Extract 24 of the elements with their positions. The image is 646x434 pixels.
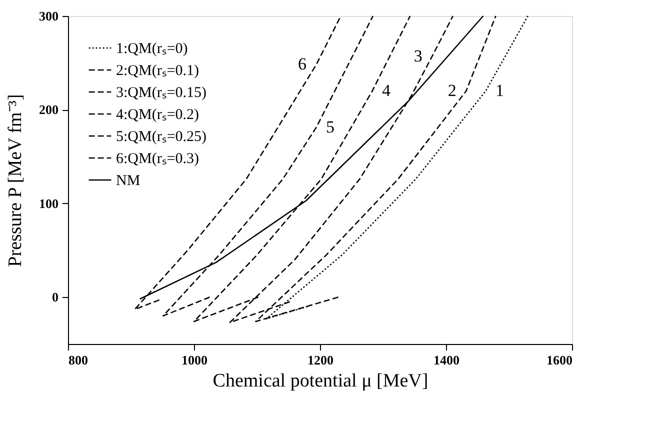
legend-label: 5:QM(rₛ=0.25) — [116, 129, 207, 145]
annotation: 3 — [414, 46, 422, 66]
x-axis-title: Chemical potential μ [MeV] — [212, 370, 428, 392]
x-tick-label: 800 — [68, 352, 88, 368]
x-tick-label: 1600 — [546, 352, 572, 368]
legend-label: 6:QM(rₛ=0.3) — [116, 151, 200, 167]
x-tick-label: 1400 — [434, 352, 460, 368]
legend-label: 1:QM(rₛ=0) — [116, 41, 188, 57]
x-tick-label: 1200 — [308, 352, 334, 368]
legend-label: NM — [116, 173, 140, 189]
y-tick-label: 200 — [39, 102, 58, 118]
annotation: 6 — [298, 54, 306, 74]
annotation: 1 — [495, 80, 504, 100]
annotation: 4 — [382, 80, 392, 100]
y-tick-label: 300 — [39, 8, 58, 24]
y-tick-label: 100 — [39, 196, 58, 211]
legend-label: 4:QM(rₛ=0.2) — [116, 107, 200, 123]
legend-label: 3:QM(rₛ=0.15) — [116, 85, 207, 101]
y-tick-label: 0 — [52, 290, 58, 305]
legend-label: 2:QM(rₛ=0.1) — [116, 63, 200, 79]
y-axis-title: Pressure P [MeV fm⁻³] — [5, 94, 26, 267]
annotation: 5 — [326, 118, 334, 137]
annotation: 2 — [448, 80, 456, 100]
x-tick-label: 1000 — [182, 352, 208, 368]
